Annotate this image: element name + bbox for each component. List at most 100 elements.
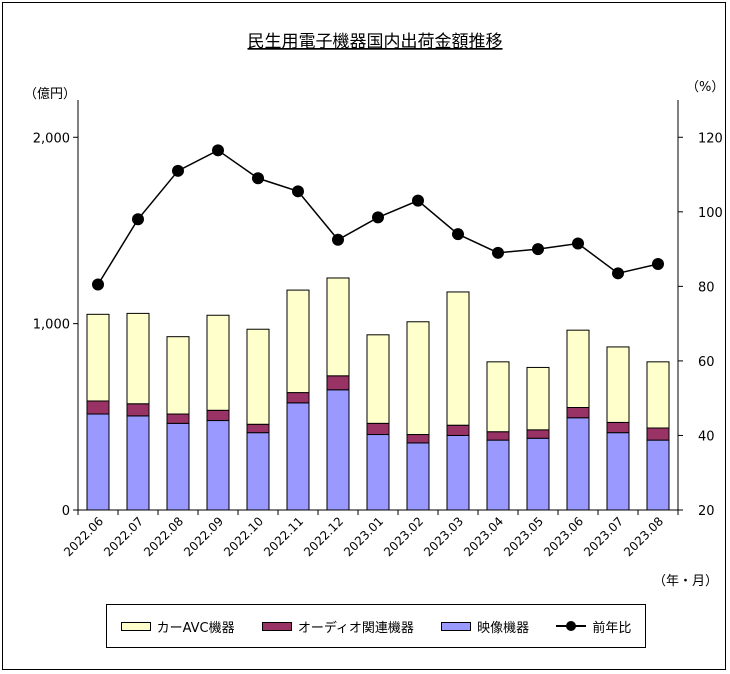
- legend-swatch-car-avc: [120, 621, 151, 631]
- x-tick-label: 2023.06: [541, 514, 586, 559]
- legend-label-video: 映像機器: [477, 620, 530, 636]
- plot-area: 01,0002,000204060801001202022.062022.072…: [33, 100, 723, 559]
- x-tick-label: 2022.08: [141, 514, 186, 559]
- bar-car-avc: [126, 312, 150, 405]
- chart-title: 民生用電子機器国内出荷金額推移: [248, 32, 503, 52]
- bar-video: [406, 442, 430, 511]
- x-tick-label: 2022.06: [61, 514, 106, 559]
- legend: カーAVC機器 オーディオ関連機器 映像機器 前年比: [106, 604, 646, 648]
- yoy-point: [572, 237, 584, 250]
- y-right-tick-label: 40: [698, 429, 715, 444]
- bar-car-avc: [86, 313, 110, 402]
- yoy-point: [252, 172, 264, 185]
- bar-audio: [86, 400, 110, 415]
- bar-video: [206, 420, 230, 511]
- bar-video: [446, 434, 470, 511]
- x-tick-label: 2022.07: [101, 514, 146, 559]
- bar-video: [126, 415, 150, 511]
- bar-video: [166, 422, 190, 511]
- yoy-point: [412, 194, 424, 207]
- x-tick-label: 2023.07: [581, 514, 626, 559]
- bar-car-avc: [526, 366, 550, 431]
- bar-audio: [646, 427, 670, 441]
- x-tick-label: 2023.04: [461, 514, 506, 559]
- bar-car-avc: [206, 314, 230, 411]
- bar-car-avc: [486, 361, 510, 433]
- yoy-point: [452, 228, 464, 241]
- bar-video: [326, 389, 350, 511]
- bar-video: [646, 439, 670, 511]
- bar-car-avc: [326, 277, 350, 377]
- yoy-point: [492, 246, 504, 259]
- bar-audio: [406, 434, 430, 444]
- x-tick-label: 2022.11: [261, 514, 306, 559]
- yoy-point: [532, 243, 544, 256]
- x-tick-label: 2022.10: [221, 514, 266, 559]
- bar-car-avc: [566, 329, 590, 408]
- y-right-tick-label: 20: [698, 504, 715, 519]
- bar-audio: [566, 407, 590, 419]
- bar-car-avc: [286, 289, 310, 394]
- x-tick-label: 2023.01: [341, 514, 386, 559]
- bar-video: [286, 402, 310, 511]
- x-unit-label: （年・月）: [653, 574, 718, 589]
- bar-video: [246, 432, 270, 511]
- bar-car-avc: [606, 346, 630, 423]
- bar-audio: [366, 422, 390, 436]
- legend-item-yoy: 前年比: [556, 617, 631, 636]
- bar-audio: [326, 375, 350, 391]
- x-tick-label: 2022.09: [181, 514, 226, 559]
- yoy-point: [172, 164, 184, 177]
- y-right-tick-label: 80: [698, 280, 715, 295]
- yoy-point: [292, 185, 304, 198]
- legend-item-car-avc: カーAVC機器: [120, 617, 235, 636]
- y-right-tick-label: 60: [698, 355, 715, 370]
- bar-video: [486, 439, 510, 511]
- bar-video: [526, 437, 550, 511]
- bar-audio: [126, 403, 150, 417]
- bar-car-avc: [246, 328, 270, 425]
- legend-label-yoy: 前年比: [592, 620, 632, 636]
- bar-car-avc: [446, 291, 470, 426]
- bar-video: [566, 417, 590, 511]
- x-tick-label: 2023.03: [421, 514, 466, 559]
- bar-audio: [206, 409, 230, 422]
- legend-line-marker-yoy: [556, 621, 587, 631]
- y-left-tick-label: 2,000: [33, 131, 70, 146]
- yoy-point: [652, 258, 664, 270]
- yoy-point: [92, 278, 104, 291]
- y-right-tick-label: 120: [698, 131, 723, 146]
- bar-audio: [166, 413, 190, 424]
- legend-label-car-avc: カーAVC機器: [156, 620, 235, 636]
- yoy-point: [332, 233, 344, 246]
- x-tick-label: 2023.08: [621, 514, 666, 559]
- bar-video: [366, 434, 390, 511]
- bar-audio: [526, 429, 550, 439]
- bar-audio: [246, 423, 270, 434]
- bar-audio: [286, 392, 310, 404]
- legend-swatch-video: [441, 621, 472, 631]
- bar-car-avc: [166, 336, 190, 415]
- x-tick-label: 2022.12: [301, 514, 346, 559]
- y-right-axis-label: （%）: [686, 80, 724, 95]
- bar-audio: [486, 431, 510, 441]
- bar-video: [606, 432, 630, 511]
- bar-car-avc: [406, 321, 430, 436]
- bar-video: [86, 413, 110, 511]
- yoy-point: [372, 211, 384, 224]
- bar-audio: [606, 421, 630, 434]
- yoy-point: [212, 144, 224, 157]
- y-right-tick-label: 100: [698, 206, 723, 221]
- legend-swatch-audio: [261, 621, 292, 631]
- y-left-tick-label: 1,000: [33, 318, 70, 333]
- x-tick-label: 2023.05: [501, 514, 546, 559]
- y-left-tick-label: 0: [62, 504, 70, 519]
- y-left-axis-label: （億円）: [24, 86, 76, 102]
- bar-car-avc: [366, 334, 390, 424]
- yoy-point: [612, 267, 624, 280]
- legend-item-audio: オーディオ関連機器: [261, 617, 414, 636]
- bar-audio: [446, 424, 470, 436]
- x-tick-label: 2023.02: [381, 514, 426, 559]
